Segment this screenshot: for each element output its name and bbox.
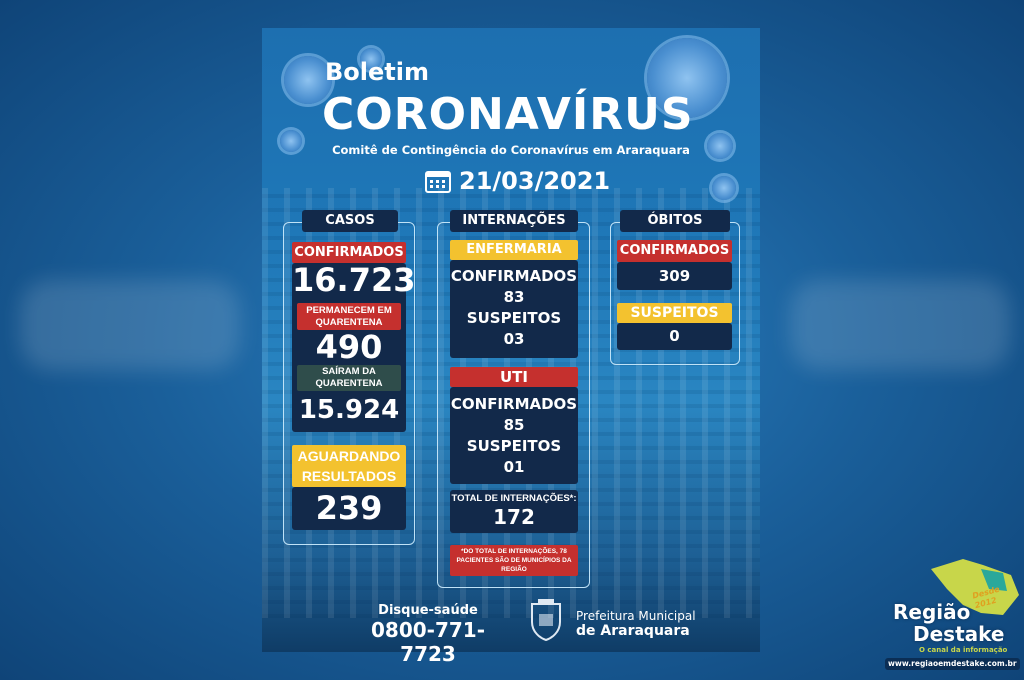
logo-line1: Região — [893, 600, 971, 624]
prefeitura-line2: de Araraquara — [576, 623, 690, 639]
quarentena-label: PERMANECEM EM QUARENTENA — [297, 303, 401, 330]
subtitle: Comitê de Contingência do Coronavírus em… — [332, 143, 690, 157]
virus-icon — [712, 176, 736, 200]
blurred-background-shape — [20, 280, 240, 370]
obitos-suspeitos-value: 0 — [617, 323, 732, 350]
virus-icon — [707, 133, 733, 159]
virus-icon — [280, 130, 302, 152]
obitos-confirmados-label: CONFIRMADOS — [617, 240, 732, 262]
phone-number[interactable]: 0800-771-7723 — [370, 618, 485, 666]
regiao-destake-logo: Desde 2012 Região Destake O canal da inf… — [885, 555, 1023, 675]
uti-confirmados-value: 85 — [503, 416, 525, 434]
virus-icon — [284, 56, 332, 104]
total-value: 172 — [493, 505, 535, 529]
map-icon — [931, 559, 1019, 615]
obitos-confirmados-value: 309 — [617, 262, 732, 290]
sairam-value: 15.924 — [298, 395, 400, 425]
aguardando-label: AGUARDANDO RESULTADOS — [292, 445, 406, 487]
bulletin-kicker: Boletim — [325, 58, 429, 86]
total-box: TOTAL DE INTERNAÇÕES*: 172 — [450, 490, 578, 533]
enfermaria-label: ENFERMARIA — [450, 240, 578, 260]
internacoes-note: *DO TOTAL DE INTERNAÇÕES, 78 PACIENTES S… — [450, 545, 578, 576]
date: 21/03/2021 — [425, 167, 610, 195]
enfermaria-suspeitos-label: SUSPEITOS — [466, 309, 562, 327]
uti-label: UTI — [450, 367, 578, 387]
disque-saude-label: Disque-saúde — [378, 603, 478, 618]
quarentena-value: 490 — [315, 328, 383, 366]
logo-tagline: O canal da informação — [919, 646, 1008, 654]
total-label: TOTAL DE INTERNAÇÕES*: — [451, 493, 577, 504]
calendar-icon — [425, 171, 451, 193]
uti-suspeitos-label: SUSPEITOS — [466, 437, 562, 455]
casos-title: CASOS — [302, 210, 398, 232]
enfermaria-box: CONFIRMADOS 83 SUSPEITOS 03 — [450, 260, 578, 358]
blurred-background-shape — [790, 280, 1010, 370]
logo-line2: Destake — [913, 622, 1005, 646]
uti-suspeitos-value: 01 — [503, 458, 525, 476]
enfermaria-confirmados-value: 83 — [503, 288, 525, 306]
date-text: 21/03/2021 — [459, 167, 611, 195]
aguardando-value: 239 — [292, 487, 406, 530]
virus-icon — [360, 48, 382, 70]
city-crest-icon — [531, 599, 561, 642]
enfermaria-confirmados-label: CONFIRMADOS — [450, 267, 578, 285]
virus-icon — [647, 38, 727, 118]
internacoes-title: INTERNAÇÕES — [450, 210, 578, 232]
sairam-label: SAÍRAM DA QUARENTENA — [297, 365, 401, 391]
uti-box: CONFIRMADOS 85 SUSPEITOS 01 — [450, 387, 578, 484]
logo-url: www.regiaoemdestake.com.br — [885, 658, 1020, 670]
prefeitura-line1: Prefeitura Municipal — [576, 609, 696, 623]
casos-confirmados-label: CONFIRMADOS — [292, 242, 406, 263]
prefeitura-logo-text: Prefeitura Municipal de Araraquara — [576, 609, 696, 639]
casos-box — [292, 263, 406, 432]
page-title: CORONAVÍRUS — [322, 89, 694, 140]
enfermaria-suspeitos-value: 03 — [503, 330, 525, 348]
casos-confirmados-value: 16.723 — [292, 261, 416, 299]
obitos-suspeitos-label: SUSPEITOS — [617, 303, 732, 323]
obitos-title: ÓBITOS — [620, 210, 730, 232]
uti-confirmados-label: CONFIRMADOS — [450, 395, 578, 413]
